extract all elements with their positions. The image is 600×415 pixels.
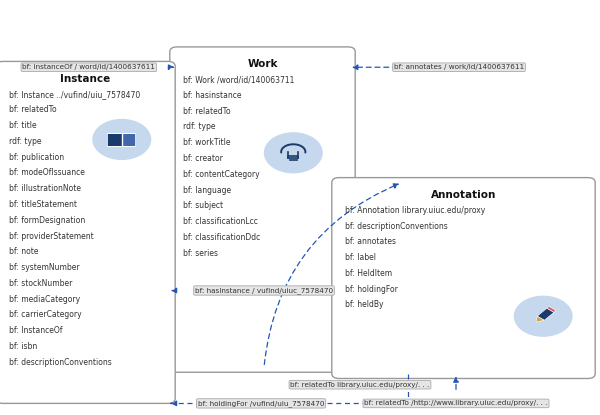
- Text: bf: InstanceOf: bf: InstanceOf: [9, 326, 62, 335]
- Text: bf: descriptionConventions: bf: descriptionConventions: [345, 222, 448, 231]
- Text: bf: annotates / work/id/1400637611: bf: annotates / work/id/1400637611: [394, 64, 524, 70]
- Text: bf: HeldItem: bf: HeldItem: [345, 269, 392, 278]
- Text: bf: titleStatement: bf: titleStatement: [9, 200, 77, 209]
- FancyBboxPatch shape: [122, 133, 134, 146]
- Text: bf: isbn: bf: isbn: [9, 342, 37, 351]
- FancyBboxPatch shape: [0, 61, 175, 403]
- Text: bf: relatedTo: bf: relatedTo: [9, 105, 56, 115]
- Text: bf: workTitle: bf: workTitle: [183, 138, 230, 147]
- Text: bf: providerStatement: bf: providerStatement: [9, 232, 94, 241]
- Text: bf: descriptionConventions: bf: descriptionConventions: [9, 358, 112, 367]
- Text: bf: annotates: bf: annotates: [345, 237, 396, 247]
- Text: bf: Work /word/id/140063711: bf: Work /word/id/140063711: [183, 75, 295, 84]
- Text: bf: holdingFor /vufind/uiu_7578470: bf: holdingFor /vufind/uiu_7578470: [198, 400, 324, 407]
- Text: Instance: Instance: [61, 74, 110, 84]
- Text: bf: title: bf: title: [9, 121, 37, 130]
- Text: bf: note: bf: note: [9, 247, 38, 256]
- Text: bf: relatedTo /http://www.library.uiuc.edu/proxy/. . .: bf: relatedTo /http://www.library.uiuc.e…: [364, 400, 548, 406]
- Text: bf: classificationDdc: bf: classificationDdc: [183, 233, 260, 242]
- Text: bf: subject: bf: subject: [183, 201, 223, 210]
- Text: bf: holdingFor: bf: holdingFor: [345, 285, 398, 294]
- Text: bf: publication: bf: publication: [9, 153, 64, 162]
- Text: bf: mediaCategory: bf: mediaCategory: [9, 295, 80, 304]
- Polygon shape: [537, 308, 554, 320]
- Text: bf: carrierCategory: bf: carrierCategory: [9, 310, 82, 320]
- Text: bf: relatedTo library.uiuc.edu/proxy/. . .: bf: relatedTo library.uiuc.edu/proxy/. .…: [290, 382, 430, 388]
- Circle shape: [514, 296, 572, 336]
- Text: rdf: type: rdf: type: [183, 122, 215, 132]
- Text: bf: Annotation library.uiuc.edu/proxy: bf: Annotation library.uiuc.edu/proxy: [345, 206, 485, 215]
- Text: bf: heldBy: bf: heldBy: [345, 300, 383, 310]
- Circle shape: [93, 120, 151, 159]
- Text: bf: contentCategory: bf: contentCategory: [183, 170, 260, 179]
- FancyBboxPatch shape: [107, 133, 122, 146]
- FancyBboxPatch shape: [170, 47, 355, 372]
- Text: Annotation: Annotation: [431, 190, 496, 200]
- Text: bf: creator: bf: creator: [183, 154, 223, 163]
- Text: bf: systemNumber: bf: systemNumber: [9, 263, 80, 272]
- Text: bf: modeOfIssuance: bf: modeOfIssuance: [9, 168, 85, 178]
- Text: rdf: type: rdf: type: [9, 137, 41, 146]
- Text: bf: instanceOf / word/id/1400637611: bf: instanceOf / word/id/1400637611: [22, 64, 155, 70]
- Text: bf: illustrationNote: bf: illustrationNote: [9, 184, 81, 193]
- Text: bf: Instance ../vufind/uiu_7578470: bf: Instance ../vufind/uiu_7578470: [9, 90, 140, 99]
- Text: bf: relatedTo: bf: relatedTo: [183, 107, 230, 116]
- Polygon shape: [536, 316, 544, 322]
- Text: bf: hasinstance: bf: hasinstance: [183, 91, 241, 100]
- Text: Work: Work: [247, 59, 278, 69]
- Circle shape: [265, 133, 322, 173]
- Text: bf: language: bf: language: [183, 186, 231, 195]
- Text: bf: classificationLcc: bf: classificationLcc: [183, 217, 258, 226]
- Text: bf: series: bf: series: [183, 249, 218, 258]
- Polygon shape: [547, 306, 556, 312]
- Text: bf: hasInstance / vufind/uiuc_7578470: bf: hasInstance / vufind/uiuc_7578470: [195, 287, 333, 294]
- Text: bf: label: bf: label: [345, 253, 376, 262]
- Text: bf: formDesignation: bf: formDesignation: [9, 216, 85, 225]
- Text: bf: stockNumber: bf: stockNumber: [9, 279, 73, 288]
- FancyBboxPatch shape: [332, 178, 595, 378]
